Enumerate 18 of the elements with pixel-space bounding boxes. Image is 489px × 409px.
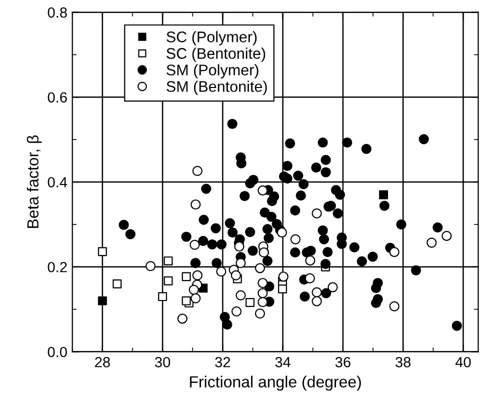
legend-label: SC (Polymer) bbox=[166, 31, 257, 46]
legend-label: SC (Bentonite) bbox=[166, 48, 266, 62]
y-tick-label: 0.6 bbox=[48, 92, 67, 103]
y-tick-label: 0.8 bbox=[48, 7, 67, 18]
y-axis-title: Beta factor, β bbox=[26, 135, 42, 228]
x-tick-label: 30 bbox=[155, 356, 170, 368]
x-tick-label: 34 bbox=[275, 356, 291, 368]
x-tick-label: 32 bbox=[215, 356, 230, 368]
legend-label: SM (Bentonite) bbox=[166, 80, 267, 95]
y-tick-label: 0.2 bbox=[48, 262, 67, 272]
x-tick-label: 40 bbox=[455, 356, 471, 368]
y-tick-label: 0.4 bbox=[48, 177, 68, 188]
x-tick-label: 38 bbox=[396, 356, 411, 368]
legend-label: SM (Polymer) bbox=[166, 64, 258, 78]
x-tick-label: 36 bbox=[335, 356, 350, 368]
y-tick-label: 0.0 bbox=[48, 346, 67, 358]
x-axis-title: Frictional angle (degree) bbox=[190, 376, 361, 391]
x-tick-label: 28 bbox=[95, 356, 110, 368]
